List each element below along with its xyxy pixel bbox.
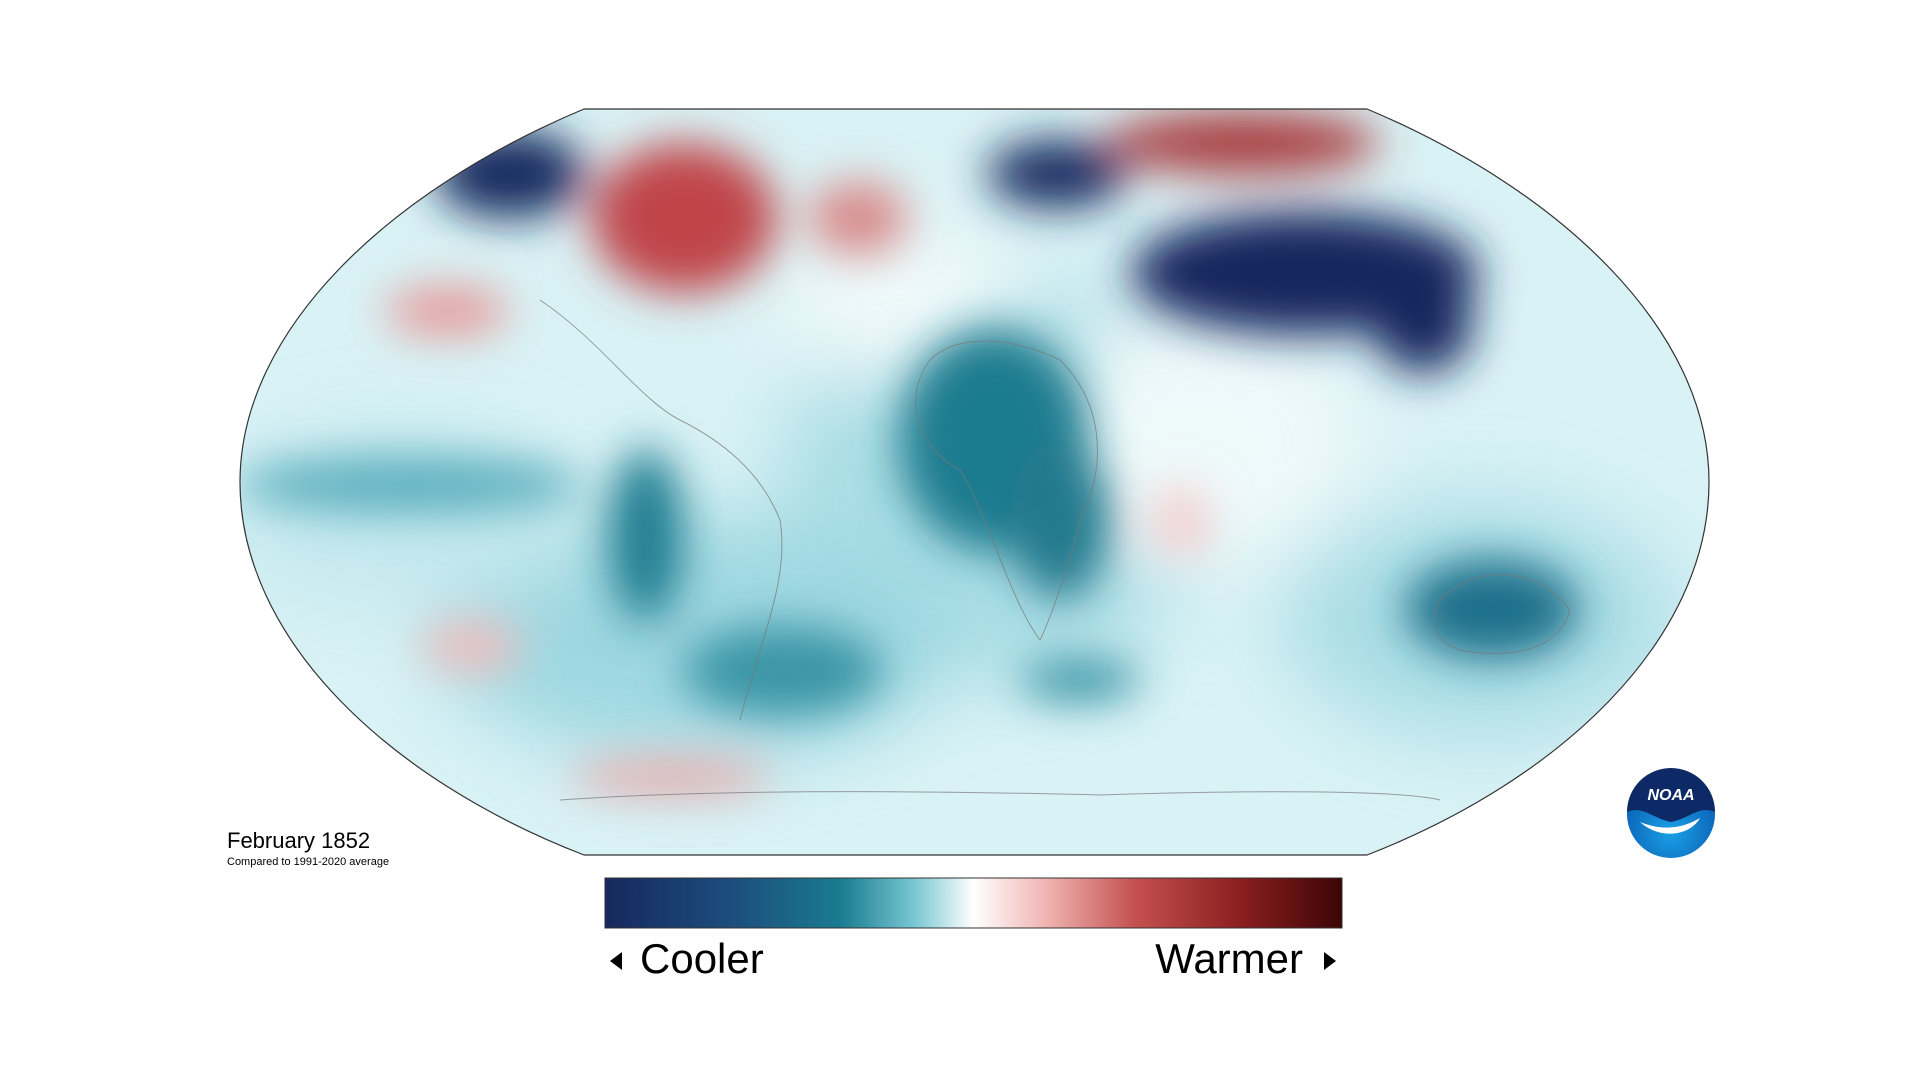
- color-bar: [604, 877, 1343, 929]
- legend-high-label: Warmer: [1155, 935, 1303, 982]
- right-arrow: [1324, 952, 1336, 970]
- map-title: February 1852: [227, 828, 370, 853]
- anomaly-map: [240, 109, 1709, 855]
- left-arrow: [610, 952, 622, 970]
- logo-text: NOAA: [1647, 787, 1694, 804]
- map-outline: [239, 108, 1710, 856]
- map-subtitle: Compared to 1991-2020 average: [227, 856, 389, 868]
- legend-low-label: Cooler: [640, 935, 764, 982]
- noaa-logo: NOAA: [1627, 768, 1715, 858]
